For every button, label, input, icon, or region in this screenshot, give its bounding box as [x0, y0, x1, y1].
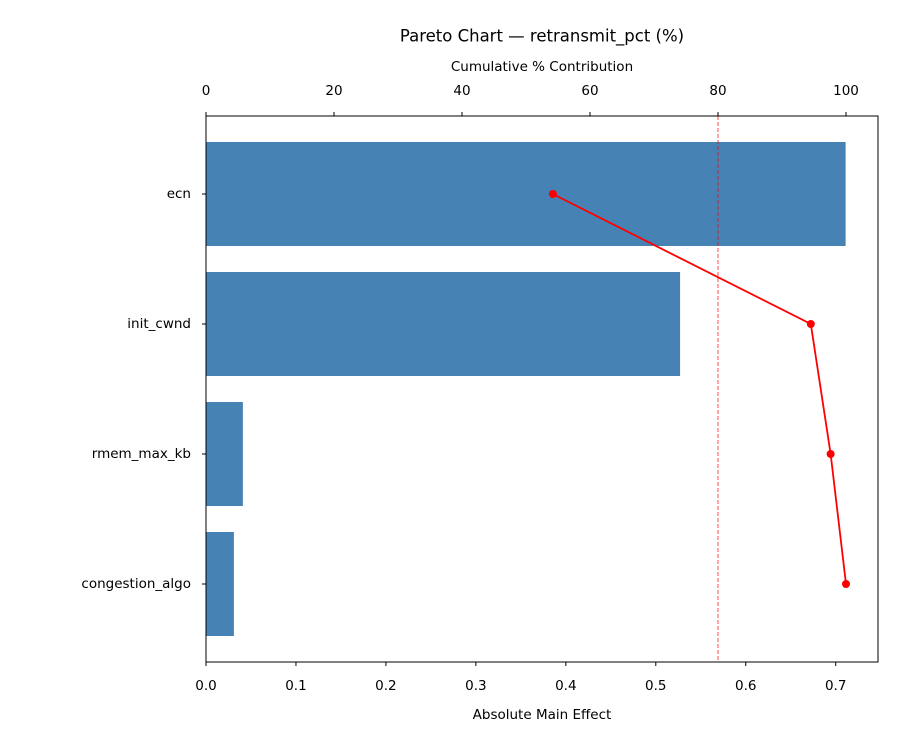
x2-axis-label: Cumulative % Contribution: [451, 59, 633, 75]
y-tick-label: ecn: [167, 186, 191, 202]
y-tick-label: init_cwnd: [127, 316, 191, 332]
y-tick-label: congestion_algo: [81, 576, 191, 592]
x2-tick-label: 80: [709, 83, 726, 99]
x-tick-label: 0.6: [735, 678, 756, 694]
x-axis-label: Absolute Main Effect: [473, 707, 612, 723]
bar: [206, 402, 243, 506]
y-tick-label: rmem_max_kb: [92, 446, 191, 462]
x-tick-label: 0.4: [555, 678, 576, 694]
x-tick-label: 0.0: [195, 678, 216, 694]
x2-tick-label: 60: [581, 83, 598, 99]
bar: [206, 142, 846, 246]
cumulative-marker: [842, 580, 850, 588]
x-tick-label: 0.7: [825, 678, 846, 694]
bar: [206, 272, 681, 376]
x-tick-label: 0.1: [285, 678, 306, 694]
cumulative-marker: [806, 320, 815, 328]
cumulative-line: [552, 193, 847, 585]
x2-tick-label: 100: [833, 83, 859, 99]
x2-tick-label: 0: [202, 83, 211, 99]
x2-tick-label: 20: [325, 83, 342, 99]
x-tick-label: 0.5: [645, 678, 666, 694]
plot-frame: [205, 115, 879, 663]
chart-title: Pareto Chart — retransmit_pct (%): [400, 27, 684, 47]
x2-tick-label: 40: [453, 83, 470, 99]
cumulative-marker: [548, 190, 557, 198]
cumulative-marker: [826, 450, 835, 458]
bar: [206, 532, 234, 636]
x-tick-label: 0.2: [375, 678, 396, 694]
x-tick-label: 0.3: [465, 678, 486, 694]
